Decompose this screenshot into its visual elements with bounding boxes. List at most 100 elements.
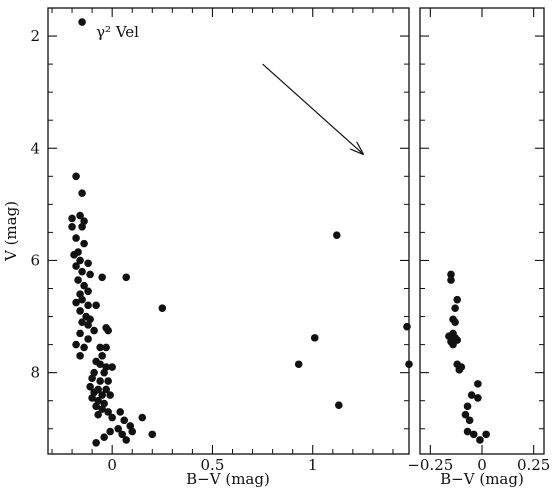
star-point: [102, 343, 110, 352]
star-point: [128, 427, 137, 436]
star-point: [84, 287, 92, 296]
star-point: [70, 251, 78, 259]
star-point: [451, 318, 459, 326]
star-point: [118, 430, 127, 439]
star-point: [449, 340, 457, 349]
left-ticks: 0 0.5 1 2 4 6 8: [30, 8, 544, 474]
star-point: [90, 326, 98, 335]
right-x-tick-label: 0.25: [517, 456, 550, 474]
star-point: [447, 276, 455, 284]
star-point: [294, 360, 303, 369]
x-tick-label: 0.5: [201, 456, 225, 474]
right-data-points: [445, 270, 490, 444]
star-point: [100, 433, 108, 441]
left-panel: 0 0.5 1 2 4 6 8 γ² Vel B−V (mag) V (mag): [2, 7, 544, 488]
y-tick-label: 6: [30, 251, 40, 269]
star-point: [80, 239, 88, 248]
star-point: [92, 301, 100, 310]
star-point: [476, 436, 484, 444]
star-point: [104, 326, 112, 335]
star-point: [98, 352, 106, 360]
star-point: [106, 391, 114, 399]
star-point: [461, 410, 470, 419]
right-x-tick-label: −0.25: [407, 456, 453, 474]
star-point: [405, 360, 413, 369]
star-point: [465, 416, 474, 425]
star-point: [78, 189, 86, 197]
star-point: [78, 318, 86, 326]
star-point: [76, 256, 84, 265]
star-point: [84, 301, 92, 310]
star-point: [78, 267, 86, 276]
star-point: [98, 405, 106, 413]
star-point: [310, 334, 319, 342]
star-point: [482, 430, 490, 439]
x-tick-label: 0: [107, 456, 117, 474]
star-point: [88, 374, 96, 383]
star-point: [76, 352, 84, 360]
right-ticks: −0.25 0 0.25: [407, 8, 550, 474]
right-x-axis-label: B−V (mag): [440, 470, 524, 488]
star-point: [96, 377, 104, 385]
star-point: [92, 402, 100, 411]
star-point: [116, 408, 124, 416]
star-point: [76, 329, 84, 338]
star-point: [76, 307, 84, 315]
star-point: [463, 427, 472, 436]
left-plot-frame: [47, 7, 410, 455]
star-point: [108, 363, 116, 371]
star-point: [474, 380, 482, 388]
star-point: [106, 427, 114, 436]
star-point: [455, 366, 464, 374]
star-point: [120, 416, 129, 425]
star-point: [98, 273, 106, 282]
star-point: [74, 276, 82, 284]
gamma2-vel-label: γ² Vel: [96, 23, 139, 41]
star-point: [78, 295, 86, 304]
star-point: [86, 382, 94, 391]
star-point: [100, 368, 108, 377]
star-point: [88, 394, 96, 402]
star-point: [403, 322, 411, 331]
star-point: [467, 391, 476, 399]
star-point: [96, 343, 104, 352]
star-point: [333, 231, 341, 240]
star-point: [94, 410, 102, 419]
star-point: [108, 413, 116, 422]
star-point: [68, 222, 76, 231]
right-x-tick-label: 0: [477, 456, 487, 474]
star-point: [78, 18, 86, 26]
x-tick-label: 1: [308, 456, 318, 474]
star-point: [463, 402, 472, 411]
star-point: [72, 234, 80, 242]
star-point: [80, 343, 88, 352]
star-point: [122, 273, 131, 282]
star-point: [96, 360, 104, 369]
star-point: [72, 172, 80, 181]
star-point: [469, 430, 478, 439]
star-point: [76, 211, 84, 220]
star-point: [80, 281, 88, 290]
star-point: [84, 335, 92, 343]
star-point: [474, 394, 482, 402]
star-point: [72, 298, 80, 307]
star-point: [102, 385, 110, 394]
star-point: [138, 413, 147, 422]
star-point: [148, 430, 157, 439]
star-point: [447, 270, 455, 279]
star-point: [114, 424, 122, 433]
star-point: [68, 214, 76, 223]
reddening-vector-arrow: [262, 63, 363, 154]
star-point: [84, 321, 92, 329]
star-point: [72, 340, 80, 349]
left-x-axis-label: B−V (mag): [186, 470, 270, 488]
y-axis-label: V (mag): [2, 201, 20, 262]
star-point: [86, 270, 94, 279]
y-tick-label: 8: [30, 364, 40, 382]
right-panel: −0.25 0 0.25 B−V (mag): [407, 7, 550, 488]
star-point: [98, 391, 106, 399]
star-point: [78, 222, 86, 231]
y-tick-label: 2: [30, 27, 40, 45]
star-point: [453, 295, 462, 304]
